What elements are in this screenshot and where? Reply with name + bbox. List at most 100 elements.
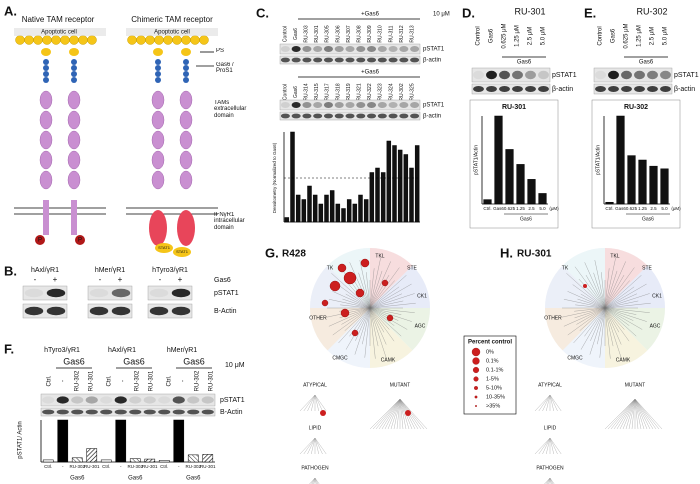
blot-band: [356, 57, 366, 63]
tree-branch: [314, 394, 327, 412]
bar: [660, 168, 669, 205]
phospho: [35, 235, 45, 245]
label: RU-301: [89, 370, 95, 391]
tree-branch: [369, 307, 402, 337]
gla-domain: [43, 71, 49, 77]
tree-branch: [575, 304, 606, 309]
tree-branch: [314, 477, 320, 484]
tree-branch: [399, 398, 404, 430]
tree-branch: [354, 307, 371, 355]
label: RU-301: [84, 464, 100, 469]
tree-branch: [604, 307, 637, 315]
tree-branch: [393, 398, 401, 430]
tree-branch: [332, 307, 371, 336]
ligand: [153, 48, 163, 56]
label: Gas6: [214, 277, 231, 284]
tree-branch: [601, 272, 606, 309]
label: -: [159, 275, 162, 284]
label: LIPID: [309, 425, 322, 431]
blot-band: [356, 113, 366, 119]
label: 0.625 μM: [624, 23, 630, 48]
tree-branch: [314, 437, 327, 455]
chart-frame: [469, 99, 559, 229]
tree-sector: [605, 308, 648, 368]
label: RU-301: [142, 464, 158, 469]
ecd-domain: [179, 170, 193, 190]
blot-band: [172, 396, 185, 404]
tree-branch: [599, 307, 606, 358]
ecd-domain: [67, 90, 81, 110]
bar: [538, 193, 547, 205]
apoptotic-cell: [14, 28, 106, 36]
tree-branch: [340, 304, 371, 309]
blot-band: [660, 86, 671, 92]
blot-band: [334, 57, 344, 63]
bar: [312, 194, 318, 223]
blot-band: [367, 102, 377, 108]
bar: [516, 164, 525, 205]
blot-band: [280, 102, 290, 108]
tree-sector: [562, 248, 605, 308]
legend-title: Percent control: [468, 340, 512, 346]
bar: [187, 454, 199, 463]
blot-band: [71, 409, 84, 415]
bar: [358, 194, 363, 223]
legend-box: [463, 335, 517, 415]
blot-band: [201, 396, 214, 404]
blot-band: [302, 46, 312, 52]
label: 0.625 μM: [502, 23, 508, 48]
tree-branch: [369, 257, 381, 309]
blot-band: [377, 57, 387, 63]
gla-domain: [43, 77, 49, 83]
tree-branch: [547, 477, 551, 484]
lipid-head: [51, 35, 61, 45]
panel-title: R428: [282, 249, 306, 260]
tree-branch: [572, 284, 606, 309]
blot-band: [280, 113, 290, 119]
tree-branch: [561, 307, 606, 318]
bar: [57, 419, 69, 463]
tree-branch: [584, 262, 606, 309]
tree-branch: [604, 307, 630, 326]
panel-letter: D.: [462, 5, 475, 20]
lipid-head: [172, 35, 182, 45]
blot-band: [280, 46, 290, 52]
tree-branch: [369, 286, 400, 309]
tree-branch: [369, 307, 390, 330]
panel-title: RU-302: [636, 6, 667, 16]
tree-branch: [369, 270, 383, 309]
ecd-domain: [151, 90, 165, 110]
tree-branch: [314, 394, 323, 412]
legend-label: 0%: [486, 349, 494, 355]
tree-branch: [584, 307, 606, 337]
panel-title: RU-301: [517, 249, 552, 260]
label: TKL: [375, 253, 384, 259]
tree-branch: [399, 398, 428, 430]
bar: [301, 199, 307, 223]
legend-label: 1-5%: [486, 376, 499, 382]
label: β-actin: [552, 86, 573, 93]
tree-branch: [634, 398, 642, 430]
tree-branch: [549, 477, 553, 484]
label: RU-301: [314, 25, 320, 42]
tree-branch: [369, 275, 407, 309]
tree-branch: [604, 307, 634, 321]
bar: [505, 149, 514, 205]
label: TKL: [610, 253, 619, 259]
blot-band: [367, 57, 377, 63]
label: 1.25: [516, 206, 525, 211]
tree-branch: [625, 398, 636, 430]
label: hAxl/γR1: [108, 347, 136, 354]
bar: [527, 179, 536, 205]
panel-title: Native TAM receptor: [22, 15, 95, 24]
blot-band: [85, 396, 98, 404]
bar: [324, 194, 329, 223]
legend-marker: [474, 386, 478, 390]
hit-marker: [320, 410, 326, 416]
tree-branch: [574, 266, 606, 309]
tree-branch: [579, 307, 606, 331]
ecd-domain: [151, 150, 165, 170]
label: 2.5: [528, 206, 535, 211]
blot-band: [111, 288, 131, 298]
label: CAMK: [616, 357, 631, 363]
